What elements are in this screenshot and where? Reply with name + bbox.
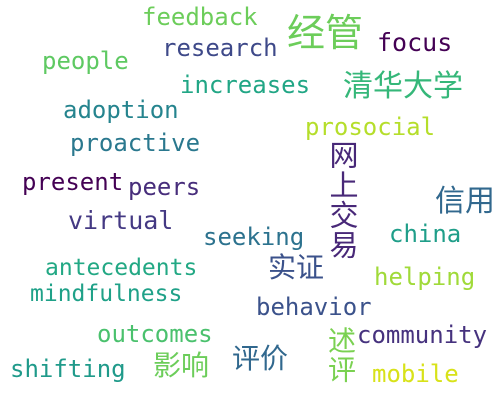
- word-community: community: [357, 321, 488, 349]
- word-virtual: virtual: [68, 206, 174, 235]
- word-antecedents: antecedents: [45, 255, 198, 281]
- word-wangshang-jiaoyi: 网上交易: [325, 140, 359, 260]
- word-tsinghua: 清华大学: [343, 69, 463, 104]
- word-mindfulness: mindfulness: [30, 281, 183, 307]
- word-peers: peers: [128, 173, 201, 201]
- word-shifting: shifting: [10, 355, 126, 383]
- word-shuping: 述评: [324, 326, 357, 384]
- word-outcomes: outcomes: [97, 320, 213, 348]
- word-feedback: feedback: [142, 3, 258, 31]
- word-helping: helping: [374, 263, 476, 291]
- word-behavior: behavior: [256, 293, 372, 321]
- word-people: people: [42, 47, 129, 75]
- word-focus: focus: [377, 28, 453, 57]
- word-shizheng: 实证: [268, 251, 325, 284]
- word-jingguan: 经管: [287, 11, 364, 55]
- word-seeking: seeking: [203, 223, 305, 251]
- word-present: present: [22, 168, 124, 196]
- word-xinyong: 信用: [435, 184, 495, 219]
- word-mobile: mobile: [372, 360, 459, 388]
- word-prosocial: prosocial: [305, 113, 436, 141]
- word-proactive: proactive: [70, 129, 201, 157]
- word-china: china: [389, 220, 462, 248]
- word-adoption: adoption: [63, 96, 179, 124]
- word-increases: increases: [180, 71, 311, 99]
- word-research: research: [162, 34, 278, 62]
- word-pingjia: 评价: [232, 342, 289, 375]
- word-yingxiang: 影响: [153, 349, 210, 382]
